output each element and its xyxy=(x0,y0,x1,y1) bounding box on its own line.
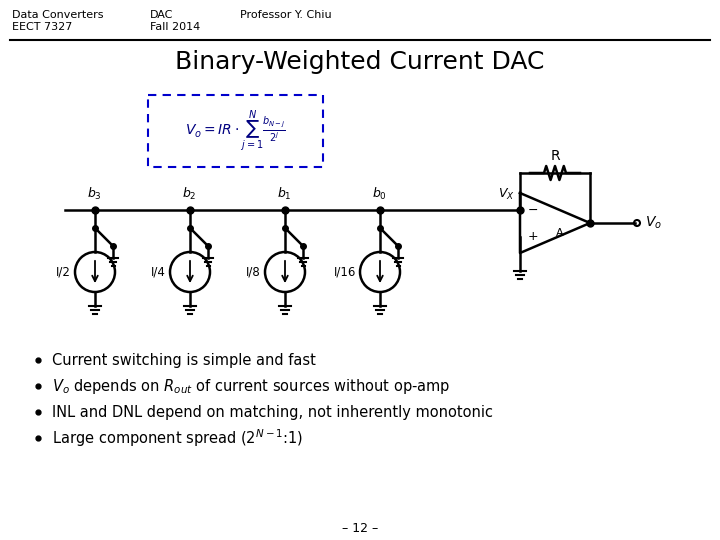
Text: $V_o$ depends on $R_{out}$ of current sources without op-amp: $V_o$ depends on $R_{out}$ of current so… xyxy=(52,376,451,395)
Text: Current switching is simple and fast: Current switching is simple and fast xyxy=(52,353,316,368)
Text: $b_0$: $b_0$ xyxy=(372,186,387,202)
Text: $b_1$: $b_1$ xyxy=(277,186,292,202)
Text: INL and DNL depend on matching, not inherently monotonic: INL and DNL depend on matching, not inhe… xyxy=(52,404,493,420)
Text: Professor Y. Chiu: Professor Y. Chiu xyxy=(240,10,332,20)
Text: I/2: I/2 xyxy=(56,266,71,279)
Text: $b_2$: $b_2$ xyxy=(182,186,197,202)
Text: $V_o$: $V_o$ xyxy=(645,215,662,231)
Text: $b_3$: $b_3$ xyxy=(87,186,102,202)
Text: A: A xyxy=(556,228,564,238)
Text: EECT 7327: EECT 7327 xyxy=(12,22,73,32)
Text: Fall 2014: Fall 2014 xyxy=(150,22,200,32)
Text: I/16: I/16 xyxy=(333,266,356,279)
Text: Large component spread ($2^{N-1}$:1): Large component spread ($2^{N-1}$:1) xyxy=(52,427,303,449)
Text: I/8: I/8 xyxy=(246,266,261,279)
Text: $+$: $+$ xyxy=(527,230,539,243)
Bar xyxy=(148,95,323,167)
Text: Data Converters: Data Converters xyxy=(12,10,104,20)
Text: DAC: DAC xyxy=(150,10,174,20)
Text: Binary-Weighted Current DAC: Binary-Weighted Current DAC xyxy=(175,50,545,74)
Text: $V_o = IR \cdot \sum_{j=1}^{N} \frac{b_{N-j}}{2^j}$: $V_o = IR \cdot \sum_{j=1}^{N} \frac{b_{… xyxy=(185,108,286,154)
Text: $-$: $-$ xyxy=(527,203,538,216)
Text: – 12 –: – 12 – xyxy=(342,522,378,535)
Text: $V_X$: $V_X$ xyxy=(498,187,515,202)
Text: I/4: I/4 xyxy=(151,266,166,279)
Text: R: R xyxy=(550,149,560,163)
